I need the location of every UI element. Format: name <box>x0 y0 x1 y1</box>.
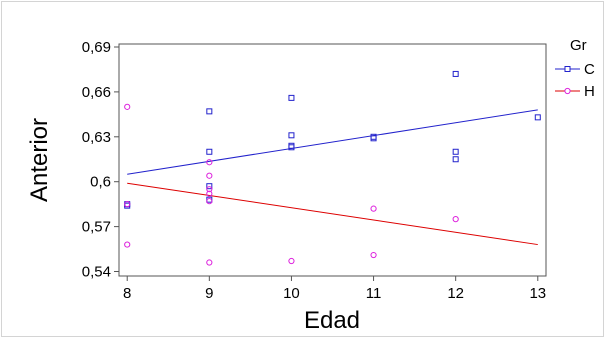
point-h <box>206 198 213 205</box>
y-tick-label: 0,57 <box>82 219 111 236</box>
point-c <box>206 183 213 190</box>
x-tick-label: 13 <box>529 285 546 302</box>
x-tick-label: 11 <box>366 285 382 302</box>
legend-label-h: H <box>584 83 595 100</box>
x-axis-title: Edad <box>304 307 360 334</box>
legend-marker-h <box>564 87 571 95</box>
y-axis-title: Anterior <box>26 118 53 202</box>
point-h <box>452 216 459 223</box>
y-tick-label: 0,54 <box>82 264 111 281</box>
point-c <box>370 135 377 142</box>
point-h <box>206 190 213 197</box>
point-c <box>288 144 295 151</box>
y-tick-label: 0,69 <box>82 39 111 56</box>
point-h <box>370 251 377 259</box>
x-tick-label: 9 <box>205 285 213 302</box>
y-tick-label: 0,6 <box>90 174 111 191</box>
plot-area <box>118 43 547 277</box>
point-h <box>206 259 213 266</box>
point-h <box>124 201 131 208</box>
point-c <box>452 156 459 163</box>
point-h <box>124 241 131 248</box>
data-points <box>124 70 541 266</box>
x-tick-label: 8 <box>123 285 131 302</box>
y-tick-label: 0,66 <box>82 84 111 101</box>
point-h <box>370 205 377 212</box>
point-c <box>452 148 459 155</box>
point-h <box>206 172 213 179</box>
x-tick-label: 10 <box>283 285 300 302</box>
point-c <box>206 148 213 155</box>
point-h <box>288 257 295 265</box>
legend: Gr CH <box>555 37 595 100</box>
legend-label-c: C <box>584 61 595 78</box>
point-c <box>452 70 459 77</box>
legend-title: Gr <box>570 37 587 54</box>
x-tick-label: 12 <box>447 285 464 302</box>
fit-lines <box>127 109 538 246</box>
y-axis: 0,54 0,57 0,6 0,63 0,66 0,69 <box>82 39 119 281</box>
point-h <box>206 159 213 166</box>
legend-marker-c <box>564 66 571 72</box>
point-h <box>124 103 131 110</box>
point-h <box>206 186 213 193</box>
point-c <box>534 114 541 121</box>
point-c <box>288 94 295 101</box>
fit-line-c <box>127 109 538 175</box>
point-c <box>288 132 295 139</box>
fit-line-h <box>127 182 538 246</box>
x-axis: 8 9 10 11 12 13 <box>123 276 546 302</box>
point-c <box>206 108 213 115</box>
y-tick-label: 0,63 <box>82 129 111 146</box>
